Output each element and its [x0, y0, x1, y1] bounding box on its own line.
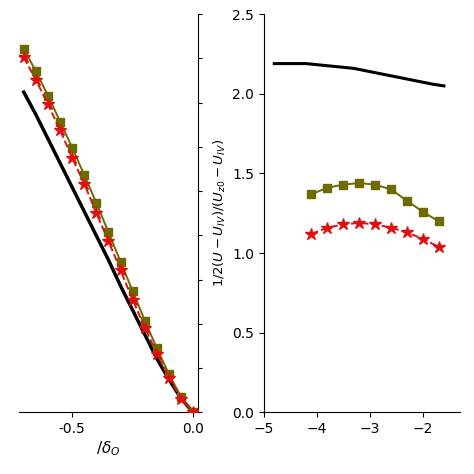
Y-axis label: $1/2(U-U_{IV})/(U_{z0}-U_{IV})$: $1/2(U-U_{IV})/(U_{z0}-U_{IV})$	[212, 139, 228, 287]
X-axis label: $/ \delta_O$: $/ \delta_O$	[96, 439, 121, 457]
